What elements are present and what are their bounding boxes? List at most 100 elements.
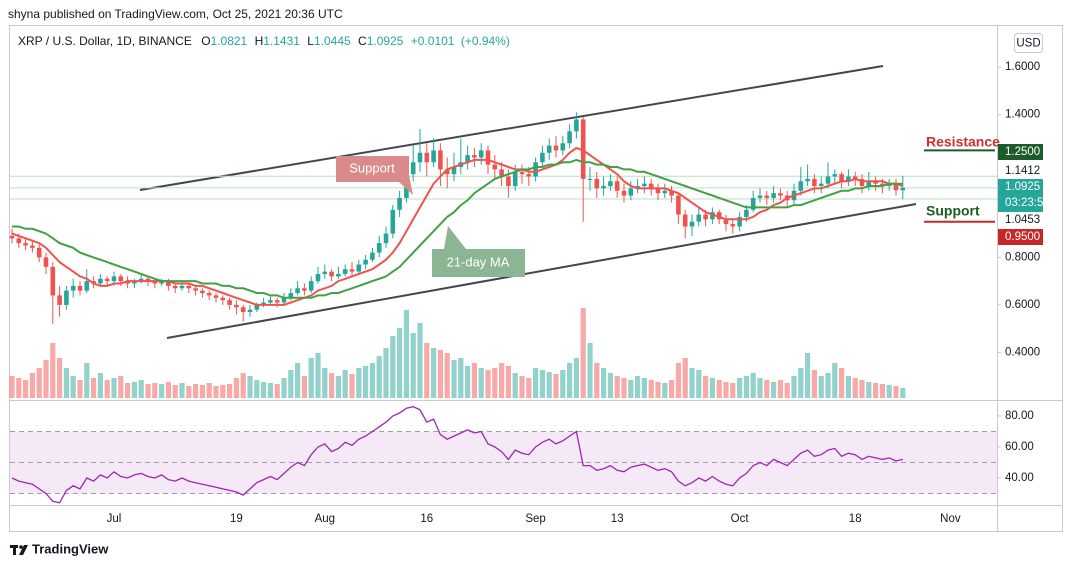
volume-bar [716, 380, 722, 398]
x-tick-label: 13 [611, 513, 624, 525]
volume-bar [743, 376, 749, 398]
candle-body [308, 281, 314, 291]
volume-bar [811, 370, 817, 398]
volume-bar [369, 363, 375, 398]
x-tick-label: 16 [420, 513, 433, 525]
candle-body [336, 274, 341, 277]
y-tick-label: 40.00 [1005, 472, 1034, 484]
volume-bar [193, 384, 199, 398]
volume-bar [703, 376, 709, 398]
volume-bar [478, 368, 484, 398]
candle-body [750, 197, 756, 210]
candle-body [363, 259, 368, 265]
candle-body [220, 297, 226, 301]
candle-body [818, 183, 824, 187]
candle-body [84, 281, 90, 291]
volume-bar [628, 380, 634, 398]
candle-body [886, 183, 892, 187]
candle-body [655, 188, 661, 194]
price-tag-label: 1.0453 [1005, 214, 1040, 226]
symbol: XRP / U.S. Dollar, 1D, BINANCE [18, 34, 192, 48]
volume-bar [70, 376, 76, 398]
candle-body [764, 195, 770, 198]
volume-bar [247, 376, 253, 398]
candle-body [805, 178, 810, 182]
volume-bar [709, 378, 715, 398]
volume-bar [376, 356, 382, 398]
candle-body [859, 178, 865, 187]
volume-bar [349, 374, 355, 398]
candle-body [662, 190, 668, 194]
volume-bar [607, 373, 613, 398]
volume-bar [675, 363, 681, 398]
candle-body [587, 178, 593, 180]
candle-body [9, 235, 15, 239]
candle-body [594, 178, 600, 189]
volume-bar [505, 366, 511, 398]
volume-bar [879, 384, 885, 398]
volume-bar [315, 353, 321, 398]
volume-bar [50, 343, 56, 398]
volume-bar [179, 383, 185, 398]
candle-body [730, 224, 736, 227]
volume-bar [465, 366, 471, 398]
candle-body [118, 276, 124, 282]
volume-bar [648, 380, 654, 398]
candle-body [710, 212, 715, 220]
candle-body [506, 176, 511, 187]
candle-body [254, 304, 260, 310]
price-tag [998, 229, 1043, 245]
volume-bar [322, 368, 328, 398]
frame [9, 25, 1063, 532]
volume-bar [546, 372, 552, 398]
volume-bar [655, 382, 661, 398]
volume-bar [873, 383, 879, 398]
candle-body [642, 183, 647, 187]
volume-bar [342, 370, 348, 398]
price-tag-label: 0.9500 [1005, 231, 1040, 243]
x-tick-label: Nov [940, 513, 961, 525]
volume-bar [213, 386, 219, 398]
volume-bar [601, 368, 607, 398]
volume-bar [798, 368, 804, 398]
upper-trendline [139, 65, 884, 191]
volume-bar [199, 385, 205, 398]
volume-bar [36, 368, 42, 398]
volume-bar [621, 378, 627, 398]
volume-bar [764, 380, 770, 398]
candle-body [621, 190, 627, 196]
volume-bar [403, 310, 409, 398]
volume-bar [791, 376, 797, 398]
callout-text: 21-day MA [447, 254, 510, 269]
currency-box[interactable] [1014, 33, 1043, 53]
candle-body [798, 181, 804, 191]
lower-trendline [166, 203, 917, 339]
candle-body [288, 293, 294, 298]
candle-body [553, 145, 559, 151]
volume-bar [261, 382, 267, 398]
volume-bar [63, 368, 69, 398]
volume-bar [777, 380, 783, 398]
ohlc-value: 1.0925 [367, 34, 404, 48]
candle-body [580, 119, 586, 179]
candle-body [23, 243, 28, 246]
callout-text: Support [349, 160, 395, 175]
volume-bar [274, 384, 280, 398]
candle-body [873, 181, 878, 184]
volume-bar [16, 378, 22, 398]
volume-bar [492, 368, 498, 398]
x-tick-label: Oct [731, 513, 750, 525]
currency[interactable]: USD [1016, 38, 1040, 50]
volume-bar [825, 373, 831, 398]
volume-bar [240, 373, 246, 398]
volume-bar [662, 383, 668, 398]
candle-body [57, 295, 62, 305]
candle-body [16, 238, 22, 244]
candle-body [832, 174, 838, 177]
candle-body [125, 281, 130, 284]
candle-body [438, 150, 443, 170]
candle-body [370, 252, 375, 260]
candle-body [526, 174, 532, 177]
candle-body [410, 162, 416, 175]
moving-average [12, 158, 903, 299]
